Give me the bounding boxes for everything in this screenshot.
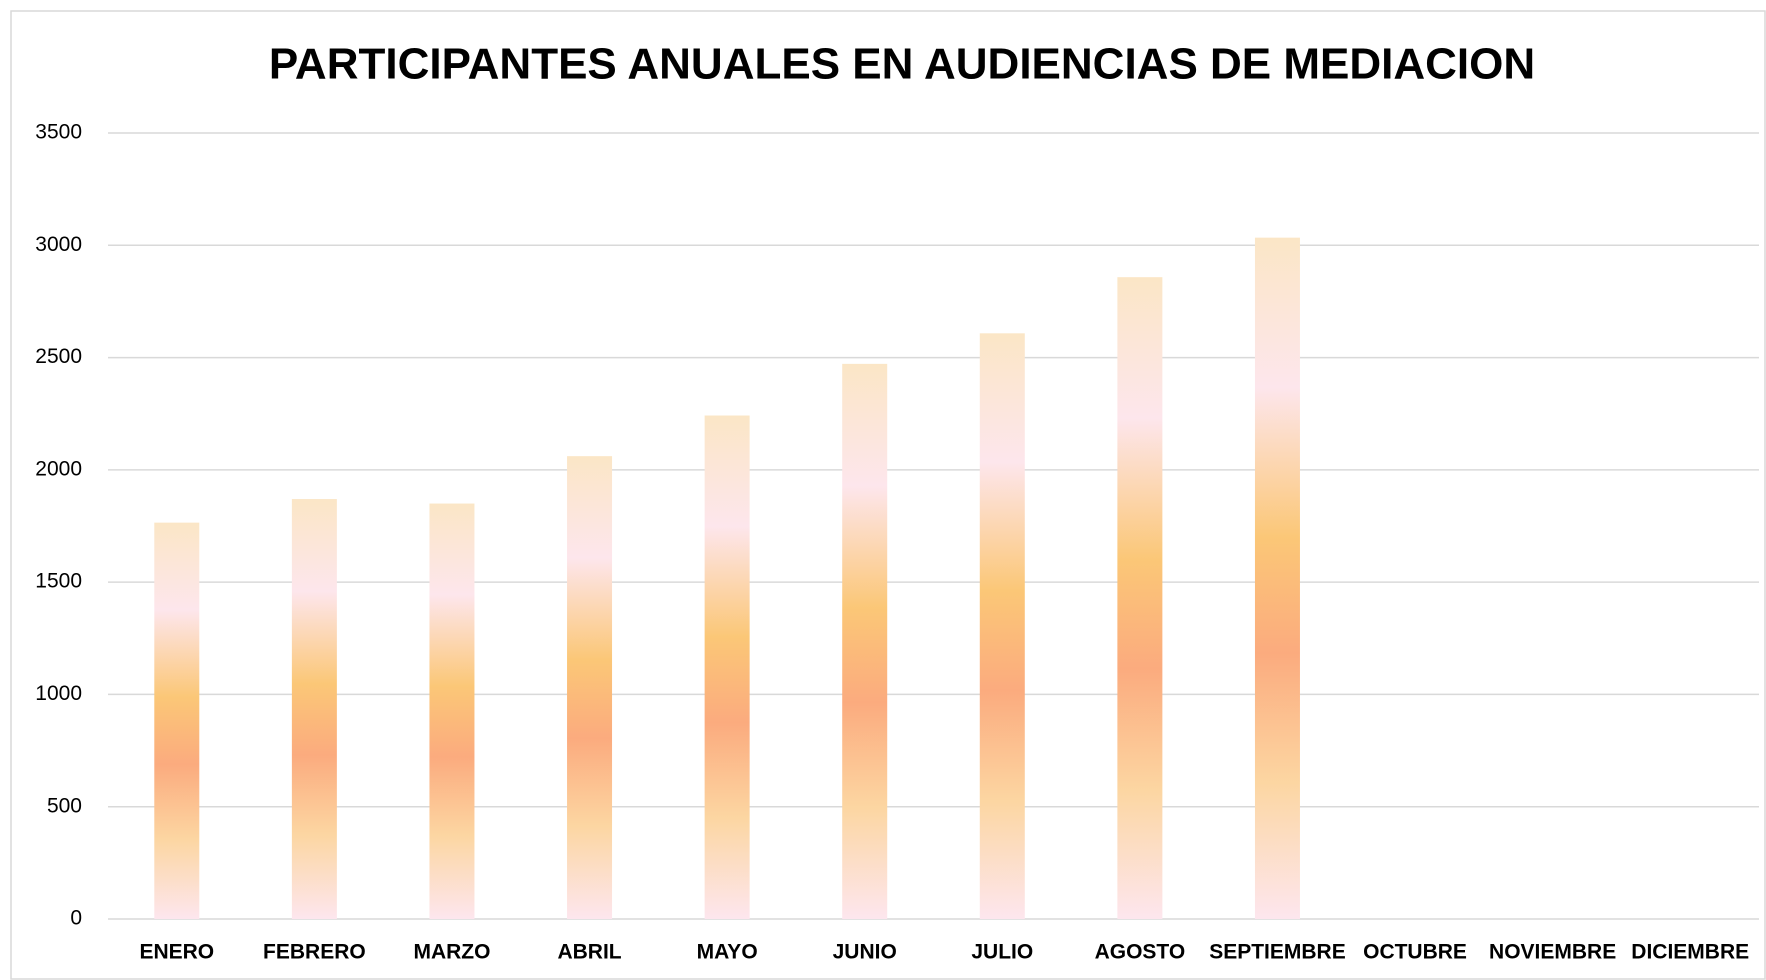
x-tick-label: NOVIEMBRE [1489,941,1616,964]
chart-frame [10,10,1766,980]
x-tick-label: AGOSTO [1095,941,1186,964]
bar [154,522,200,919]
bar [704,415,750,919]
y-tick-label: 3500 [35,121,82,144]
y-tick-label: 3000 [35,233,82,256]
bar [979,333,1025,919]
bar [842,363,888,919]
y-tick-label: 2500 [35,345,82,368]
y-tick-label: 1000 [35,682,82,705]
x-tick-label: MAYO [697,941,758,964]
x-tick-label: MARZO [413,941,490,964]
bar [1117,277,1163,919]
y-tick-label: 500 [47,794,82,817]
bar [1254,237,1300,920]
bar [429,503,475,919]
x-tick-label: JULIO [971,941,1033,964]
x-tick-label: SEPTIEMBRE [1209,941,1346,964]
bar [567,456,613,919]
x-tick-label: ENERO [139,941,214,964]
y-tick-label: 1500 [35,570,82,593]
y-tick-label: 0 [70,907,82,930]
x-tick-label: OCTUBRE [1363,941,1467,964]
x-tick-label: DICIEMBRE [1631,941,1749,964]
y-tick-label: 2000 [35,457,82,480]
chart-title: PARTICIPANTES ANUALES EN AUDIENCIAS DE M… [269,40,1535,89]
x-tick-label: ABRIL [557,941,621,964]
x-tick-label: JUNIO [833,941,897,964]
bar [291,499,337,919]
x-tick-label: FEBRERO [263,941,366,964]
